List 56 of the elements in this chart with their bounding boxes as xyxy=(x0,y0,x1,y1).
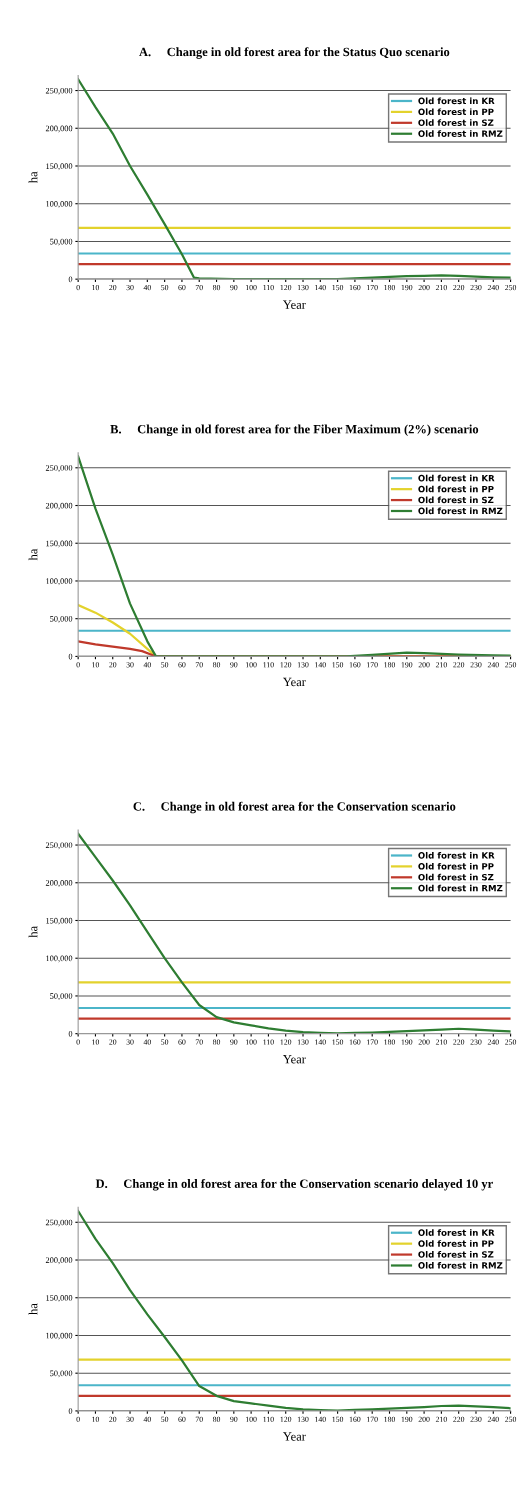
legend-label: Old forest in SZ xyxy=(418,119,494,126)
y-tick-label: 100,000 xyxy=(46,955,73,963)
y-axis-title: ha xyxy=(28,1303,38,1315)
legend-label: Old forest in PP xyxy=(418,485,494,493)
y-tick-label: 250,000 xyxy=(45,842,73,850)
legend-label: Old forest in SZ xyxy=(418,496,494,504)
legend-label: Old forest in KR xyxy=(418,851,495,859)
y-axis-title: ha xyxy=(28,926,38,938)
line-series xyxy=(78,832,511,1034)
y-tick-label: 150,000 xyxy=(46,917,73,925)
y-tick-label: 150,000 xyxy=(46,163,73,171)
y-tick-label: 100,000 xyxy=(46,201,73,208)
y-tick-label: 0 xyxy=(68,1031,73,1037)
line-series xyxy=(78,78,511,280)
y-tick-label: 50,000 xyxy=(50,238,73,246)
y-tick-label: 200,000 xyxy=(45,502,73,510)
y-tick-label: 100,000 xyxy=(46,1332,73,1340)
legend-label: Old forest in SZ xyxy=(418,873,494,881)
y-tick-label: 100,000 xyxy=(46,578,73,586)
legend-label: Old forest in PP xyxy=(418,1240,494,1247)
y-tick-label: 200,000 xyxy=(45,125,73,133)
y-tick-label: 50,000 xyxy=(50,616,73,623)
y-tick-label: 0 xyxy=(68,653,73,660)
legend-label: Old forest in RMZ xyxy=(418,1261,503,1269)
y-tick-label: 0 xyxy=(68,276,73,283)
y-tick-label: 200,000 xyxy=(45,1257,73,1265)
y-tick-label: 50,000 xyxy=(50,1370,73,1378)
legend-label: Old forest in KR xyxy=(418,97,495,105)
y-tick-label: 150,000 xyxy=(46,1295,73,1302)
legend-label: Old forest in KR xyxy=(418,1229,495,1236)
legend-label: Old forest in PP xyxy=(418,108,494,116)
y-tick-label: 50,000 xyxy=(50,993,73,1001)
legend-label: Old forest in KR xyxy=(418,474,495,482)
x-axis-title: Year xyxy=(282,1432,306,1441)
x-axis-title: Year xyxy=(282,677,306,687)
chart-title: A. Change in old forest area for the Status Quo scenario xyxy=(139,47,450,59)
legend-label: Old forest in PP xyxy=(418,862,494,870)
x-axis-title: Year xyxy=(282,1055,306,1064)
y-tick-label: 0 xyxy=(68,1408,73,1414)
legend-label: Old forest in RMZ xyxy=(418,130,503,137)
y-tick-label: 200,000 xyxy=(45,880,73,887)
y-tick-label: 150,000 xyxy=(46,540,73,548)
chart-title: B. Change in old forest area for the Fiber Maximum (2%) scenario xyxy=(110,424,479,437)
y-tick-label: 250,000 xyxy=(45,87,73,95)
y-axis-title: ha xyxy=(28,171,38,184)
y-tick-label: 250,000 xyxy=(45,1219,73,1227)
chart-title: C. Change in old forest area for the Conservation scenario xyxy=(133,801,456,814)
x-axis-title: Year xyxy=(282,300,306,309)
legend-label: Old forest in RMZ xyxy=(418,884,503,892)
y-axis-title: ha xyxy=(28,548,38,561)
legend-label: Old forest in SZ xyxy=(418,1251,494,1258)
line-series xyxy=(78,1209,511,1411)
y-tick-label: 250,000 xyxy=(45,465,73,472)
line-series xyxy=(78,455,511,657)
legend-label: Old forest in RMZ xyxy=(418,507,503,515)
chart-title: D. Change in old forest area for the Conservation scenario delayed 10 yr xyxy=(95,1178,493,1191)
